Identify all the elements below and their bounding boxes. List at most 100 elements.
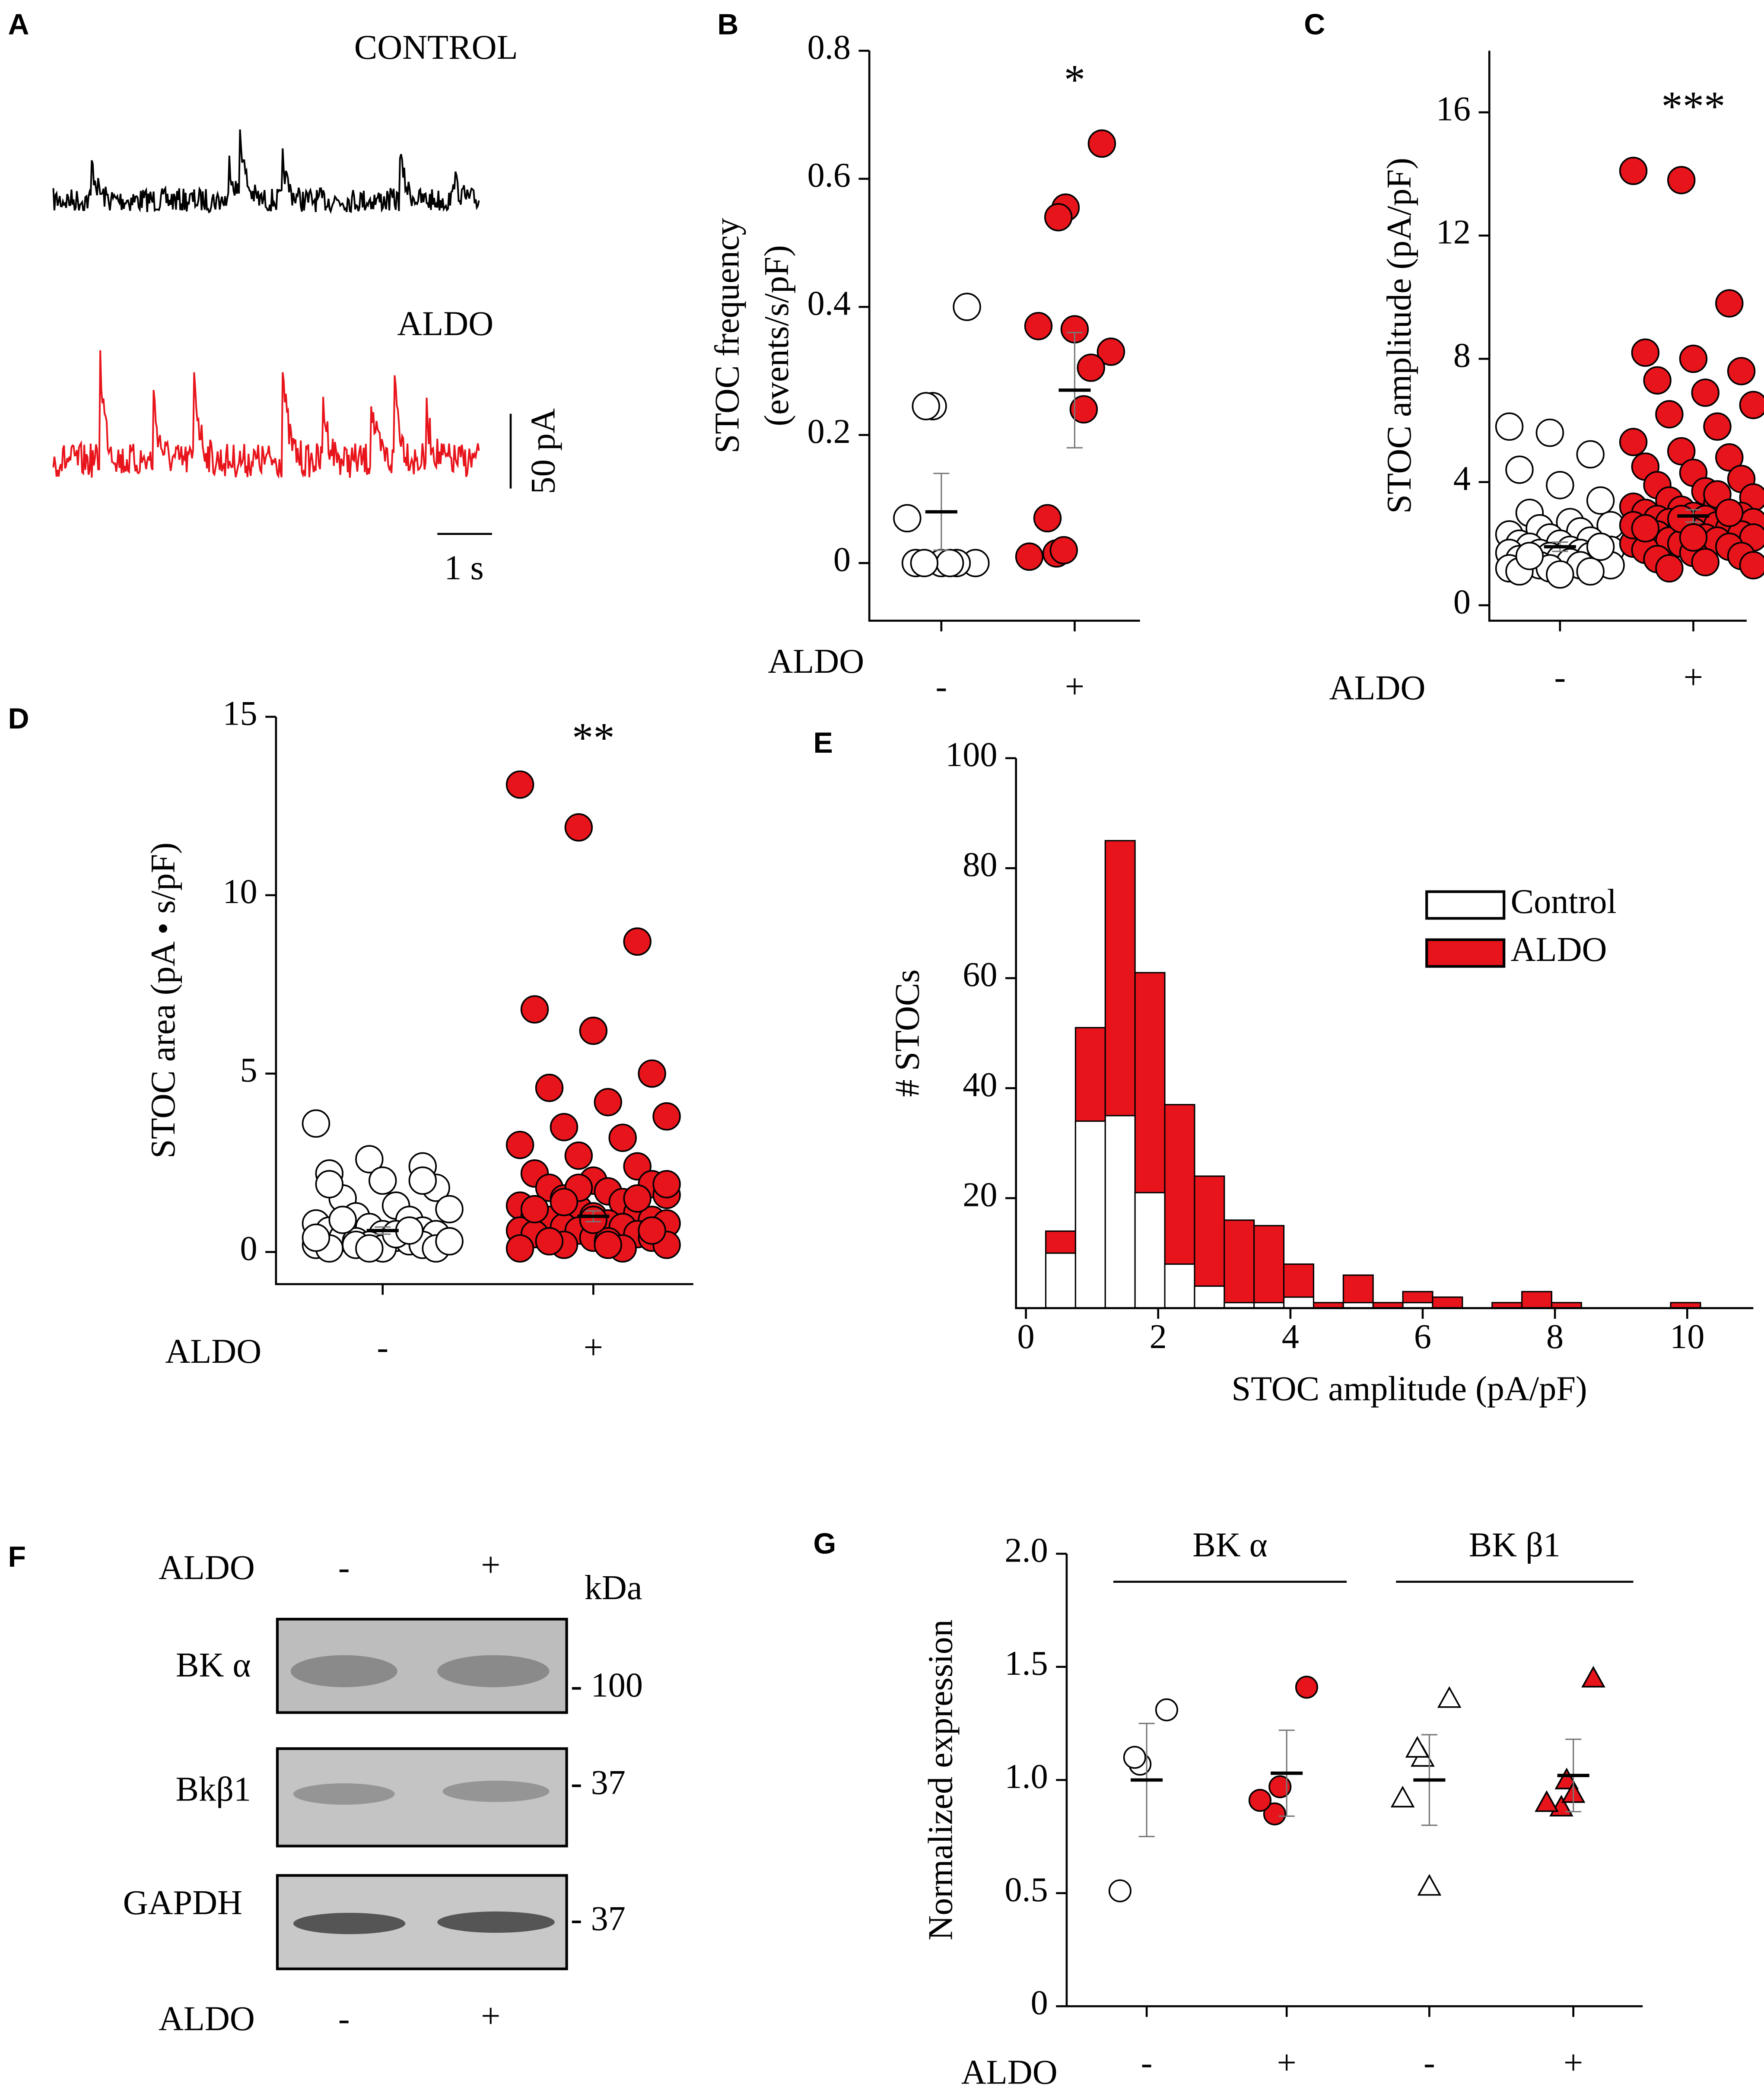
point [1505, 455, 1534, 484]
annotation: *** [1661, 83, 1725, 130]
point [535, 1227, 564, 1256]
y-axis-label: STOC area (pA • s/pF) [144, 843, 182, 1159]
point [535, 1073, 564, 1102]
y-tick-label: 0 [1031, 1984, 1048, 2022]
annotation: * [1064, 56, 1085, 103]
group-label: BK α [1192, 1526, 1268, 1564]
group-label: BK β1 [1469, 1526, 1561, 1564]
point [1495, 412, 1524, 441]
point [1044, 203, 1073, 232]
point [1727, 357, 1756, 385]
point [1576, 557, 1605, 586]
point [505, 1234, 534, 1263]
point [1619, 428, 1648, 456]
y-tick-label: 1.5 [1004, 1644, 1048, 1683]
point [953, 293, 981, 321]
point [550, 1113, 578, 1142]
point [1437, 1686, 1462, 1708]
point [652, 1170, 681, 1199]
point [1715, 289, 1744, 318]
point [1390, 1785, 1415, 1808]
point [1295, 1676, 1318, 1699]
panel-label: G [814, 1527, 836, 1560]
point [520, 995, 549, 1024]
point [1679, 523, 1708, 552]
bar [1074, 1120, 1106, 1309]
point [369, 1166, 397, 1195]
axis [1015, 758, 1754, 1309]
axis [868, 51, 1140, 622]
point [1087, 129, 1116, 158]
point [1033, 504, 1062, 533]
scale-label: 1 s [444, 549, 483, 587]
y-tick-label: 0.2 [807, 412, 851, 451]
x-tick-label: 6 [1414, 1317, 1431, 1356]
x-axis-label: ALDO [961, 2053, 1058, 2091]
axis [275, 716, 693, 1285]
x-tick-label: + [1277, 2044, 1297, 2082]
x-axis-label: STOC amplitude (pA/pF) [1232, 1370, 1587, 1408]
point [1123, 1746, 1146, 1769]
y-tick-label: 0.5 [1004, 1870, 1048, 1909]
scale-label: 50 pA [524, 408, 563, 494]
point [1619, 156, 1648, 185]
point [395, 1216, 424, 1245]
point [638, 1216, 666, 1245]
panel-label: F [8, 1541, 26, 1573]
point [1679, 344, 1708, 373]
point [1097, 337, 1125, 366]
x-tick-label: 0 [1017, 1317, 1035, 1356]
point [435, 1195, 464, 1224]
y-tick-label: 40 [963, 1066, 997, 1104]
y-tick-label: 80 [963, 846, 997, 884]
point [1691, 379, 1720, 407]
y-tick-label: 5 [240, 1051, 257, 1089]
label: ALDO [159, 1548, 255, 1587]
point [623, 1184, 652, 1213]
point [910, 549, 939, 577]
point [1248, 1789, 1271, 1812]
point [1576, 440, 1605, 469]
row-label: BK α [176, 1646, 251, 1684]
trace [52, 129, 480, 214]
point [594, 1088, 623, 1116]
y-tick-label: 0 [1453, 582, 1471, 621]
y-tick-label: 15 [222, 694, 257, 732]
panel-label: B [717, 9, 738, 41]
x-tick-label: - [1141, 2044, 1153, 2082]
x-tick-label: - [377, 1328, 388, 1367]
size-label: - 37 [571, 1763, 626, 1802]
point [1631, 514, 1660, 543]
axis [1488, 51, 1747, 622]
point [1049, 536, 1078, 565]
point [520, 1195, 549, 1224]
x-tick-label: 8 [1546, 1317, 1564, 1356]
point [302, 1109, 331, 1138]
point [1077, 353, 1105, 382]
bar [1253, 1225, 1285, 1309]
label: - [338, 1548, 350, 1587]
point [435, 1227, 464, 1256]
y-tick-label: 0 [833, 541, 851, 579]
point [1024, 312, 1053, 340]
x-tick-label: - [935, 668, 947, 706]
point [1546, 471, 1574, 499]
point [355, 1145, 384, 1174]
point [1535, 418, 1564, 447]
trace-label: ALDO [397, 304, 493, 343]
y-tick-label: 2.0 [1004, 1531, 1048, 1569]
point [328, 1206, 357, 1234]
point [1268, 1775, 1292, 1798]
x-axis-label: ALDO [165, 1332, 261, 1371]
point [1715, 443, 1744, 472]
point [408, 1166, 437, 1195]
point [1515, 542, 1544, 570]
x-tick-label: 10 [1670, 1317, 1704, 1356]
point [1546, 560, 1574, 589]
bar [1164, 1263, 1195, 1309]
y-tick-label: 0.4 [807, 284, 851, 323]
y-tick-label: 8 [1453, 336, 1471, 375]
point [1155, 1698, 1178, 1721]
